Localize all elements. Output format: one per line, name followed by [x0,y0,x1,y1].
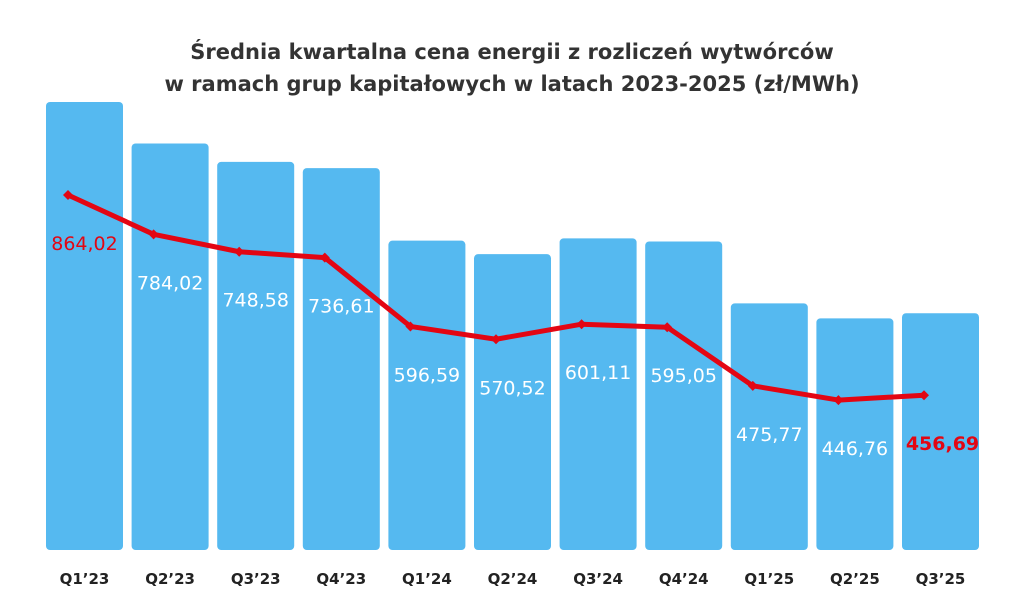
value-label-Q4’24: 595,05 [650,365,716,387]
x-label-Q2’23: Q2’23 [145,570,195,588]
line-marker-Q4’23 [319,252,330,263]
bar-Q1’25 [730,303,808,550]
line-marker-Q3’25 [919,390,929,401]
chart-title-line-2: w ramach grup kapitałowych w latach 2023… [164,72,860,96]
x-label-Q4’23: Q4’23 [316,570,366,588]
line-marker-Q4’24 [662,322,673,333]
x-label-Q1’24: Q1’24 [402,570,452,588]
value-label-Q1’25: 475,77 [736,424,802,446]
value-label-Q2’25: 446,76 [822,438,888,460]
bar-Q2’25 [816,318,894,550]
value-labels-group: 864,02 784,02 748,58 736,61 596,59 570,52 601,… [51,233,979,460]
bars-group [46,102,979,551]
bar-Q1’23 [46,102,123,551]
value-label-Q4’23: 736,61 [308,296,374,318]
chart-title-line-1: Średnia kwartalna cena energii z rozlicz… [190,40,834,64]
bar-Q2’24 [474,254,551,551]
x-label-Q3’23: Q3’23 [231,570,281,588]
x-label-Q1’23: Q1’23 [60,570,110,588]
bar-Q2’23 [131,143,209,550]
x-label-Q3’24: Q3’24 [573,570,623,588]
x-label-Q1’25: Q1’25 [744,570,794,588]
line-marker-Q1’24 [405,321,416,332]
value-label-Q3’23: 748,58 [222,290,288,312]
value-label-Q2’23: 784,02 [137,272,203,294]
bar-Q4’24 [645,241,723,551]
line-marker-Q3’23 [234,246,245,257]
line-series [63,190,929,406]
value-label-Q1’23: 864,02 [51,233,117,255]
x-label-Q2’24: Q2’24 [488,570,538,588]
line-marker-Q3’24 [576,319,587,330]
bar-Q1’24 [388,240,466,550]
line-marker-Q2’25 [833,395,844,406]
value-label-Q3’24: 601,11 [565,362,631,384]
value-label-Q1’24: 596,59 [394,364,460,386]
x-label-Q4’24: Q4’24 [659,570,709,588]
bar-Q3’23 [217,161,295,550]
x-axis-labels: Q1’23 Q2’23 Q3’23 Q4’23 Q1’24 Q2’24 Q3’24 Q4’24… [60,570,966,588]
value-label-Q3’25: 456,69 [906,433,979,455]
line-marker-Q2’24 [491,334,501,345]
line-marker-Q2’23 [148,229,159,240]
line-marker-Q1’25 [747,380,758,391]
bar-Q3’25 [902,313,979,550]
x-label-Q3’25: Q3’25 [916,570,966,588]
value-label-Q2’24: 570,52 [479,377,545,399]
x-label-Q2’25: Q2’25 [830,570,880,588]
chart-title: Średnia kwartalna cena energii z rozlicz… [0,36,1024,100]
bar-Q4’23 [302,168,380,550]
line-marker-Q1’23 [63,190,73,200]
bar-Q3’24 [559,238,637,550]
